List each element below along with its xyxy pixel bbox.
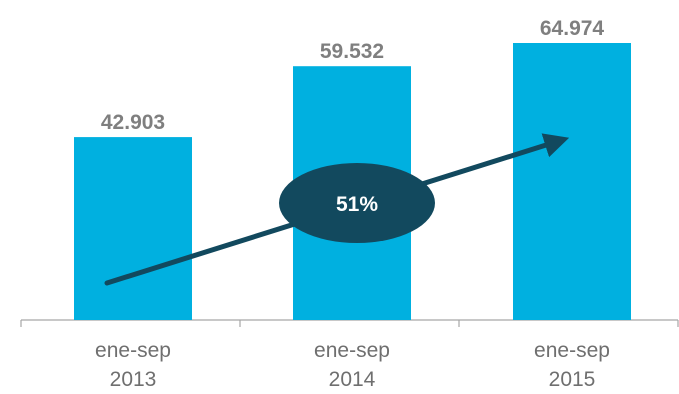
category-label-2015-line1: ene-sep [534,339,610,362]
growth-badge [279,163,435,243]
growth-percentage: 51% [336,193,378,216]
bar-2013 [74,137,192,320]
category-label-2014-line1: ene-sep [314,339,390,362]
category-label-2014-line2: 2014 [329,368,376,391]
bar-2015 [513,43,631,320]
category-label-2013-line1: ene-sep [95,339,171,362]
category-label-2015-line2: 2015 [549,368,596,391]
value-label-2015: 64.974 [540,17,605,40]
value-label-2014: 59.532 [320,40,384,63]
category-label-2013-line2: 2013 [110,368,157,391]
value-label-2013: 42.903 [101,111,165,134]
